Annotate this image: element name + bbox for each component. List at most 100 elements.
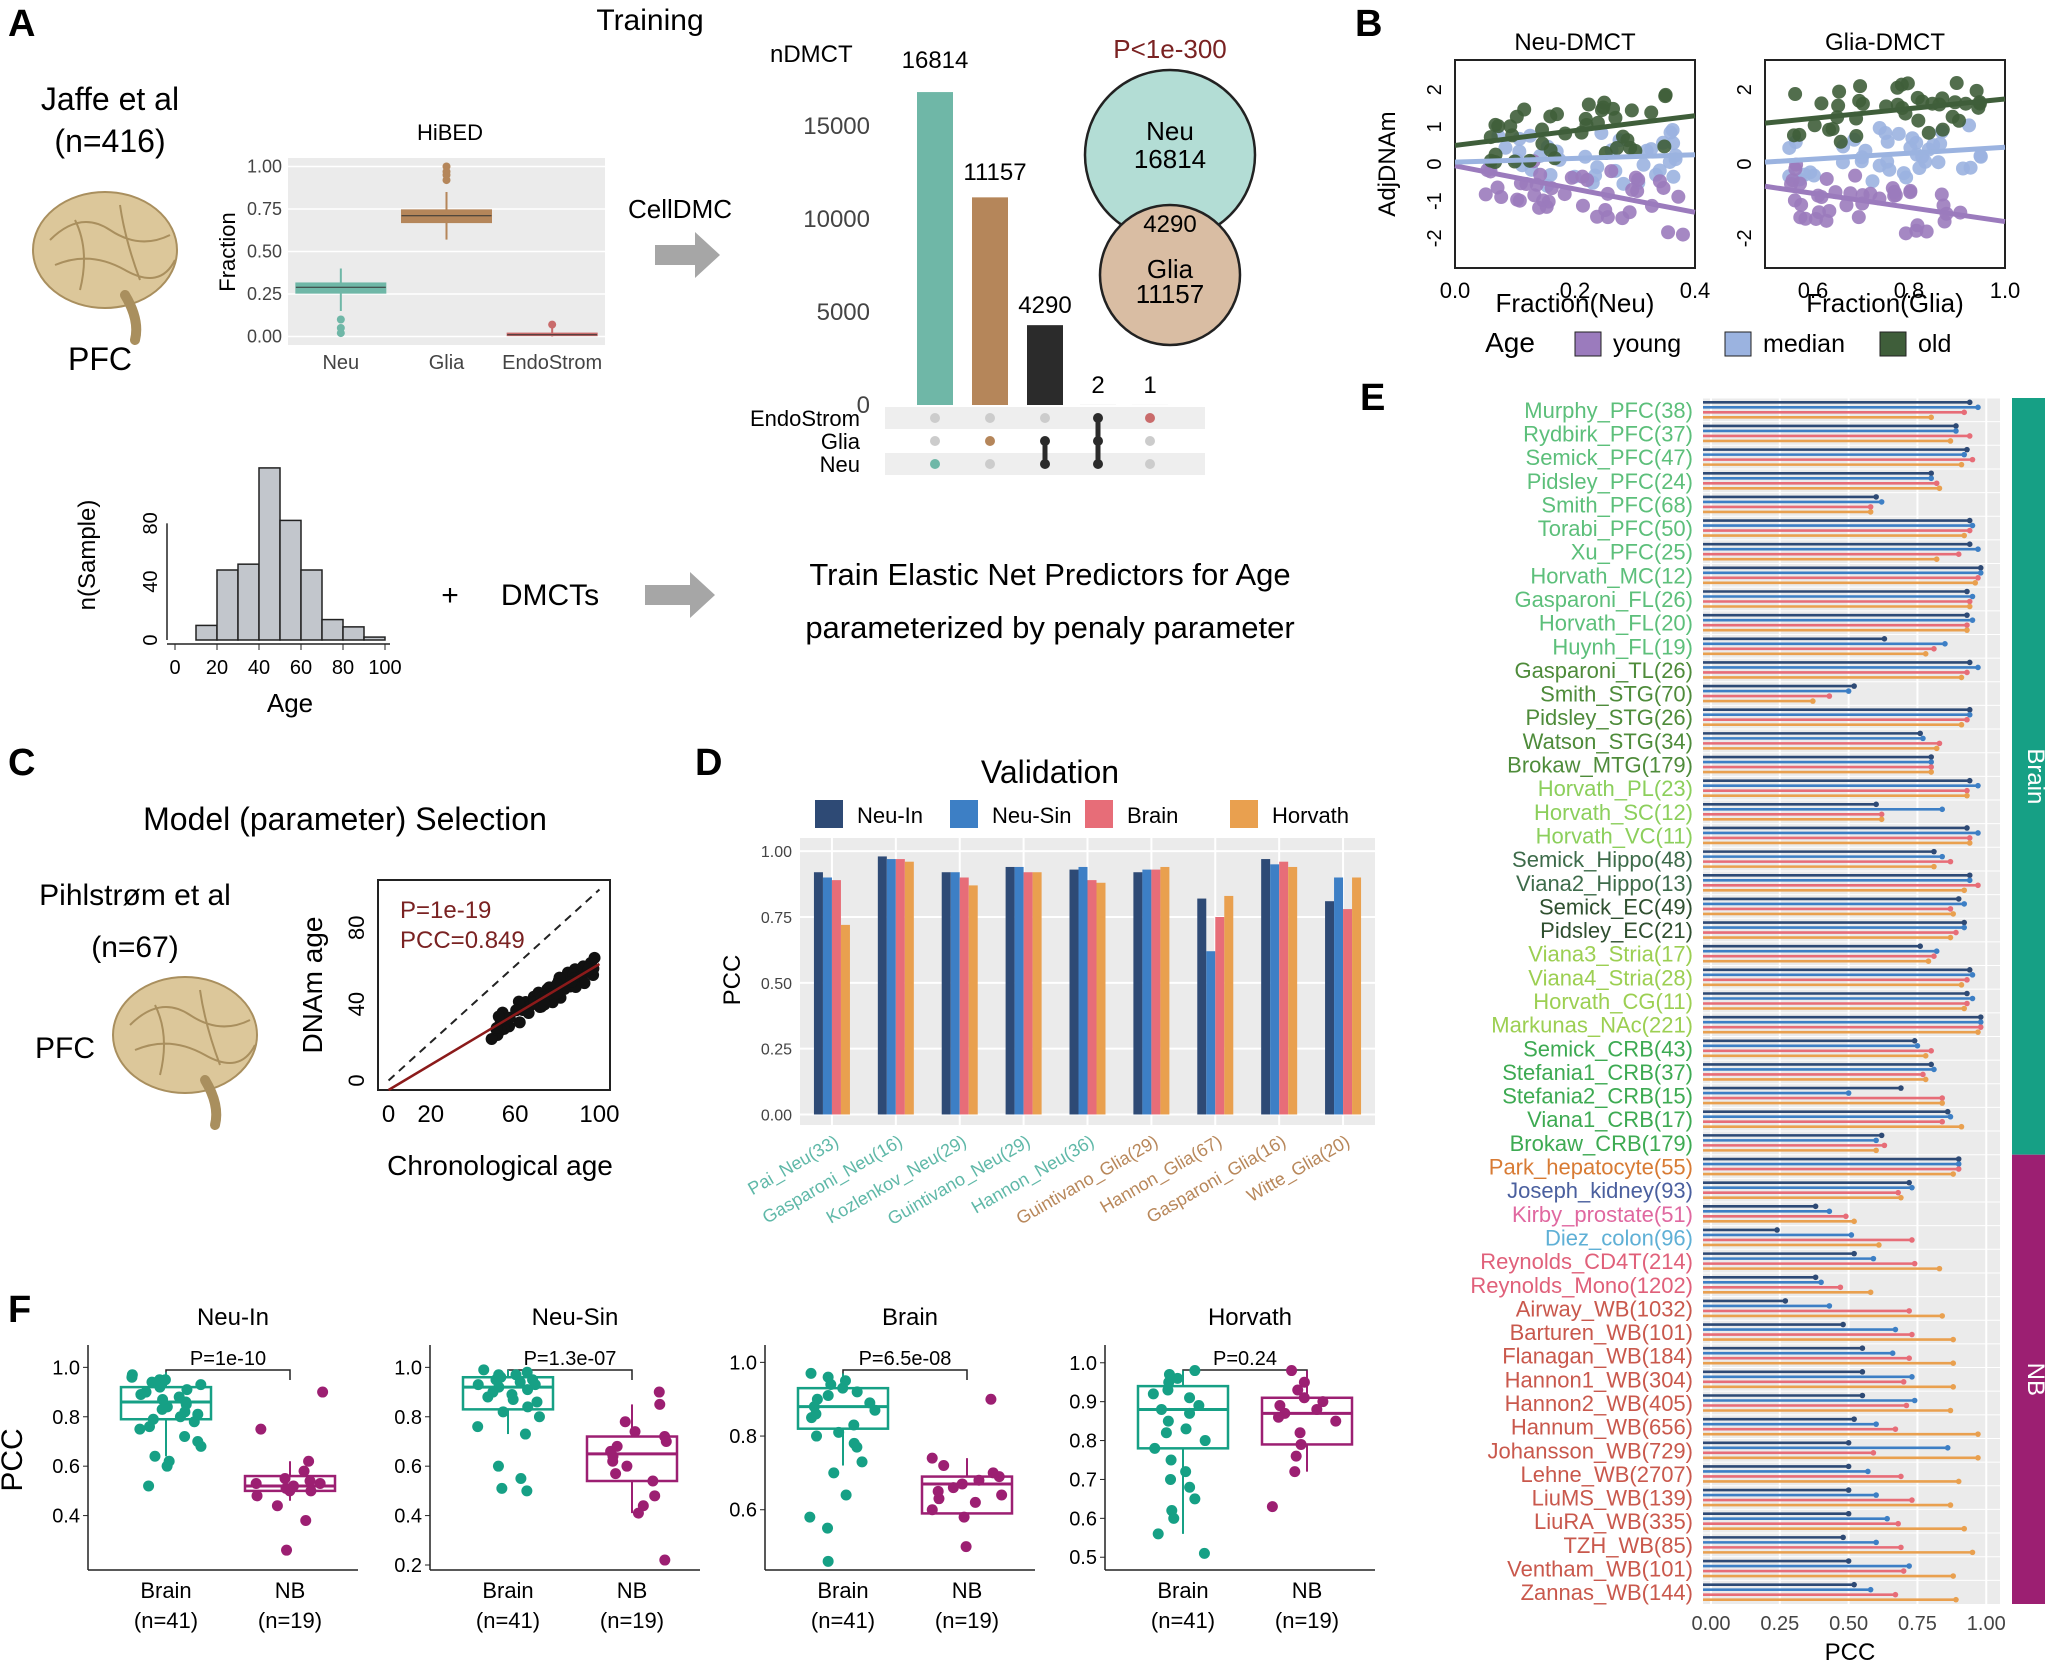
bar xyxy=(1005,866,1015,1115)
x-tick-label: 0.0 xyxy=(1440,278,1471,303)
data-point xyxy=(179,1431,191,1443)
lollipop-head xyxy=(1955,1156,1962,1162)
data-point xyxy=(926,1452,938,1464)
bar xyxy=(886,859,896,1115)
x-axis-label: Fraction(Glia) xyxy=(1806,288,1963,318)
lollipop-head xyxy=(1928,764,1934,770)
lollipop-head xyxy=(1812,1203,1819,1210)
bar xyxy=(1261,859,1271,1115)
scatter-point xyxy=(1819,213,1834,228)
lollipop-head xyxy=(1955,896,1962,902)
lollipop-head xyxy=(1845,1558,1852,1564)
y-tick-label: Joseph_kidney(93) xyxy=(1507,1178,1693,1203)
data-point xyxy=(851,1441,863,1453)
data-point xyxy=(659,1554,671,1566)
bar-value-label: 2 xyxy=(1091,372,1104,399)
scatter-point xyxy=(1905,131,1920,146)
lollipop-head xyxy=(1845,688,1852,694)
data-point xyxy=(472,1421,484,1433)
lollipop-head xyxy=(1966,840,1973,846)
data-point xyxy=(958,1511,970,1523)
data-point xyxy=(1289,1466,1301,1478)
group-n-label: (n=41) xyxy=(134,1608,198,1633)
scatter-point xyxy=(1926,138,1941,153)
lollipop-head xyxy=(1870,1449,1877,1456)
y-tick-label: Semick_PFC(47) xyxy=(1526,445,1693,470)
scatter-point xyxy=(1935,91,1950,106)
set-label: Neu xyxy=(820,452,860,477)
lollipop-head xyxy=(1942,640,1948,647)
scatter-point xyxy=(1498,140,1513,155)
lollipop-head xyxy=(1966,706,1973,713)
scatter-point xyxy=(1851,210,1866,225)
bar xyxy=(1206,951,1216,1115)
y-tick-label: Horvath_VC(11) xyxy=(1536,823,1693,848)
lollipop-head xyxy=(1966,711,1973,718)
data-point xyxy=(281,1544,293,1556)
subplot-title: Glia-DMCT xyxy=(1825,29,1945,56)
y-tick-label: 5000 xyxy=(817,299,870,326)
y-tick-label: 15000 xyxy=(803,113,870,140)
y-tick-label: 1.0 xyxy=(729,1352,757,1374)
matrix-dot xyxy=(1145,459,1155,469)
y-tick-label: Viana1_CRB(17) xyxy=(1527,1107,1693,1132)
y-tick-label: Flanagan_WB(184) xyxy=(1502,1344,1693,1369)
data-point xyxy=(822,1371,834,1383)
lollipop-head xyxy=(1900,1568,1907,1574)
y-tick-label: 0.4 xyxy=(394,1506,422,1528)
data-point xyxy=(143,1480,155,1492)
lollipop-head xyxy=(1892,1326,1899,1333)
lollipop-head xyxy=(1840,1321,1846,1328)
legend-label: Brain xyxy=(1127,803,1178,828)
data-point xyxy=(180,1398,192,1410)
lollipop-head xyxy=(1873,1539,1879,1546)
lollipop-head xyxy=(1961,532,1968,539)
bar xyxy=(1023,872,1033,1115)
y-tick-label: Horvath_CG(11) xyxy=(1533,989,1693,1014)
bar xyxy=(1197,898,1207,1115)
scatter-point xyxy=(1880,134,1895,149)
y-tick-label: 1.0 xyxy=(52,1357,80,1379)
data-point xyxy=(156,1403,168,1415)
venn-circle-glia xyxy=(1098,203,1242,347)
lollipop-head xyxy=(1928,759,1934,765)
dmcts-label: DMCTs xyxy=(501,579,599,612)
data-point xyxy=(811,1393,823,1405)
y-tick-label: -2 xyxy=(1424,229,1446,247)
data-point xyxy=(848,1419,860,1431)
cohort-name: Jaffe et al xyxy=(41,81,179,117)
histogram-bar xyxy=(300,569,323,641)
scatter-point xyxy=(1652,163,1667,178)
b-scatter-plots: AdjDNAm Neu-DMCT 0.0 0.2 0.4 -2 -1 0 1 2 Fraction(… xyxy=(1374,29,2020,358)
data-point xyxy=(1294,1427,1306,1439)
lollipop-head xyxy=(1955,551,1962,558)
data-point xyxy=(157,1393,169,1405)
panel-b: B AdjDNAm Neu-DMCT 0.0 0.2 0.4 -2 -1 0 1 2 Fractio… xyxy=(1355,3,2020,358)
scatter-point xyxy=(1786,128,1801,143)
scatter-point xyxy=(1491,119,1506,134)
y-tick-label: 0.00 xyxy=(761,1107,792,1124)
lollipop-head xyxy=(1895,1520,1901,1527)
matrix-dot xyxy=(930,436,940,446)
scatter-point xyxy=(1665,122,1680,137)
scatter-point xyxy=(1793,210,1808,225)
lollipop-head xyxy=(1966,399,1973,406)
y-tick-label: Semick_Hippo(48) xyxy=(1512,847,1693,872)
lollipop-head xyxy=(1928,1061,1934,1068)
lollipop-head xyxy=(1961,451,1968,458)
tissue-label: PFC xyxy=(68,341,132,377)
data-point xyxy=(300,1515,312,1527)
scatter-point xyxy=(1887,184,1902,199)
y-tick-label: Reynolds_Mono(1202) xyxy=(1470,1273,1693,1298)
x-tick-label: 0.00 xyxy=(1692,1613,1731,1635)
x-tick-label: 60 xyxy=(502,1101,529,1128)
data-point xyxy=(621,1460,633,1472)
lollipop-head xyxy=(1953,929,1959,936)
data-point xyxy=(192,1408,204,1420)
y-tick-label: TZH_WB(85) xyxy=(1563,1533,1693,1558)
data-point xyxy=(255,1423,267,1435)
y-tick-label: Brokaw_CRB(179) xyxy=(1510,1131,1693,1156)
e-lollipop-chart: 0.00 0.25 0.50 0.75 1.00 PCC Murphy_PFC(38)Ryd… xyxy=(1470,397,2049,1666)
y-tick-label: Horvath_MC(12) xyxy=(1530,563,1693,588)
